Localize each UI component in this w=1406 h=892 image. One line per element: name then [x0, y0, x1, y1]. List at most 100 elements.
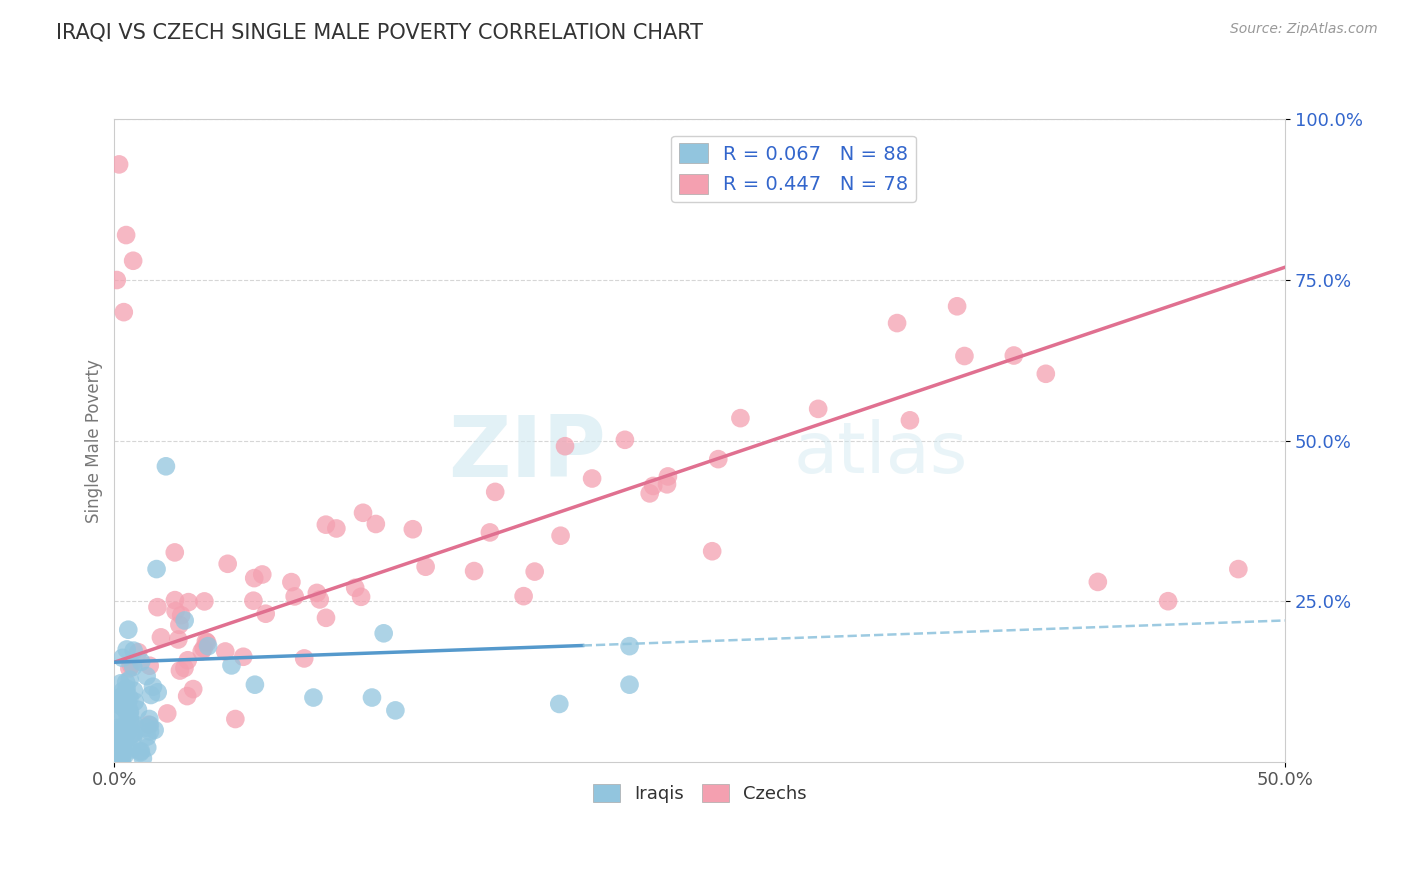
Point: [127, 703, 149, 717]
Point: [146, 600, 169, 615]
Point: [657, 469, 679, 483]
Point: [581, 471, 603, 485]
Point: [136, 740, 159, 755]
Point: [105, 732, 128, 747]
Point: [121, 742, 143, 756]
Point: [280, 575, 302, 590]
Point: [117, 696, 139, 710]
Point: [415, 559, 437, 574]
Point: [173, 661, 195, 675]
Point: [163, 593, 186, 607]
Point: [115, 684, 138, 698]
Point: [117, 741, 139, 756]
Point: [138, 658, 160, 673]
Point: [110, 691, 132, 706]
Point: [118, 705, 141, 719]
Point: [638, 486, 661, 500]
Point: [478, 525, 501, 540]
Point: [129, 746, 152, 760]
Point: [305, 586, 328, 600]
Point: [110, 695, 132, 709]
Point: [107, 713, 129, 727]
Point: [122, 726, 145, 740]
Point: [105, 731, 128, 746]
Point: [122, 660, 145, 674]
Point: [108, 752, 131, 766]
Point: [252, 567, 274, 582]
Point: [325, 521, 347, 535]
Point: [146, 685, 169, 699]
Point: [1002, 349, 1025, 363]
Point: [121, 717, 143, 731]
Point: [1035, 367, 1057, 381]
Point: [115, 228, 138, 243]
Point: [156, 706, 179, 721]
Point: [1157, 594, 1180, 608]
Point: [118, 690, 141, 705]
Point: [613, 433, 636, 447]
Point: [124, 717, 146, 731]
Point: [177, 653, 200, 667]
Point: [181, 681, 204, 696]
Point: [953, 349, 976, 363]
Legend: Iraqis, Czechs: Iraqis, Czechs: [585, 777, 814, 811]
Point: [108, 698, 131, 713]
Point: [1227, 562, 1250, 576]
Point: [117, 694, 139, 708]
Point: [361, 690, 384, 705]
Y-axis label: Single Male Poverty: Single Male Poverty: [86, 359, 103, 523]
Point: [139, 724, 162, 739]
Point: [350, 590, 373, 604]
Point: [707, 452, 730, 467]
Point: [118, 713, 141, 727]
Point: [169, 664, 191, 678]
Point: [145, 562, 167, 576]
Point: [115, 681, 138, 696]
Point: [217, 557, 239, 571]
Point: [898, 413, 921, 427]
Point: [136, 730, 159, 744]
Point: [373, 626, 395, 640]
Point: [117, 623, 139, 637]
Point: [112, 743, 135, 757]
Point: [364, 516, 387, 531]
Point: [110, 695, 132, 709]
Point: [105, 273, 128, 287]
Point: [112, 698, 135, 713]
Point: [1087, 574, 1109, 589]
Point: [108, 690, 131, 705]
Point: [232, 649, 254, 664]
Point: [122, 643, 145, 657]
Point: [105, 731, 128, 746]
Point: [550, 529, 572, 543]
Point: [129, 655, 152, 669]
Point: [112, 736, 135, 750]
Point: [114, 702, 136, 716]
Point: [315, 611, 337, 625]
Point: [512, 589, 534, 603]
Point: [114, 748, 136, 763]
Point: [111, 723, 134, 738]
Point: [243, 571, 266, 585]
Point: [115, 675, 138, 690]
Point: [352, 506, 374, 520]
Point: [384, 703, 406, 717]
Point: [107, 731, 129, 745]
Point: [643, 479, 665, 493]
Point: [224, 712, 246, 726]
Point: [142, 680, 165, 694]
Point: [118, 661, 141, 675]
Point: [193, 641, 215, 656]
Text: IRAQI VS CZECH SINGLE MALE POVERTY CORRELATION CHART: IRAQI VS CZECH SINGLE MALE POVERTY CORRE…: [56, 22, 703, 42]
Point: [108, 157, 131, 171]
Point: [115, 642, 138, 657]
Point: [523, 565, 546, 579]
Point: [402, 522, 425, 536]
Point: [121, 727, 143, 741]
Point: [292, 651, 315, 665]
Point: [730, 411, 752, 425]
Point: [173, 614, 195, 628]
Point: [243, 678, 266, 692]
Point: [197, 639, 219, 653]
Point: [155, 459, 177, 474]
